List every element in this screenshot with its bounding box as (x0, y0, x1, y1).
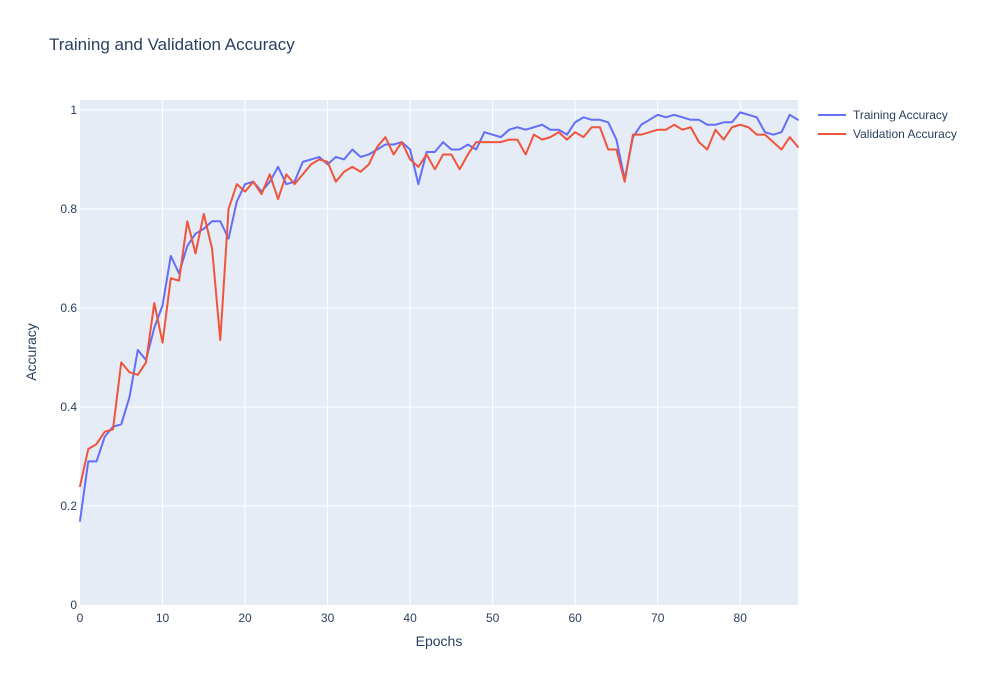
x-tick-label: 20 (238, 611, 252, 625)
x-tick-label: 40 (403, 611, 417, 625)
legend: Training Accuracy Validation Accuracy (818, 108, 957, 141)
y-grid (80, 109, 798, 507)
x-tick-label: 10 (156, 611, 170, 625)
plot-background (80, 100, 798, 605)
x-tick-label: 60 (568, 611, 582, 625)
x-tick-label: 80 (734, 611, 748, 625)
legend-label: Validation Accuracy (853, 127, 957, 141)
legend-label: Training Accuracy (853, 108, 948, 122)
x-tick-label: 30 (321, 611, 335, 625)
x-tick-label: 50 (486, 611, 500, 625)
y-axis-title: Accuracy (23, 323, 39, 381)
y-tick-label: 0.8 (60, 202, 77, 216)
series-layer (79, 111, 799, 522)
series-line-validation-accuracy (79, 123, 799, 488)
y-tick-label: 0 (70, 598, 77, 612)
y-tick-label: 0.4 (60, 400, 77, 414)
chart-title: Training and Validation Accuracy (49, 35, 295, 54)
x-tick-label: 0 (77, 611, 84, 625)
y-tick-label: 0.6 (60, 301, 77, 315)
y-tick-label: 0.2 (60, 499, 77, 513)
x-axis-title: Epochs (416, 633, 463, 649)
x-tick-labels: 0 10 20 30 40 50 60 70 80 (77, 611, 748, 625)
x-tick-label: 70 (651, 611, 665, 625)
y-tick-labels: 0 0.2 0.4 0.6 0.8 1 (60, 103, 77, 612)
y-tick-label: 1 (70, 103, 77, 117)
